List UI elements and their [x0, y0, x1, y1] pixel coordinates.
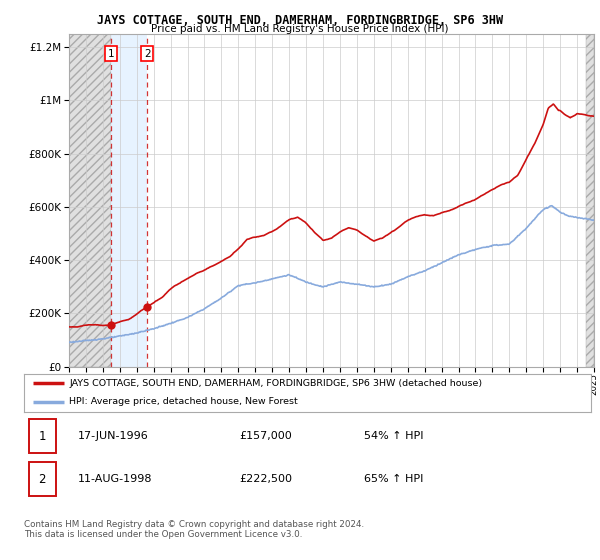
Text: 2: 2	[38, 473, 46, 486]
Text: JAYS COTTAGE, SOUTH END, DAMERHAM, FORDINGBRIDGE, SP6 3HW (detached house): JAYS COTTAGE, SOUTH END, DAMERHAM, FORDI…	[70, 379, 482, 388]
FancyBboxPatch shape	[29, 463, 56, 496]
Text: 17-JUN-1996: 17-JUN-1996	[78, 431, 149, 441]
Text: 65% ↑ HPI: 65% ↑ HPI	[364, 474, 424, 484]
Bar	[110, 34, 147, 367]
Text: Price paid vs. HM Land Registry's House Price Index (HPI): Price paid vs. HM Land Registry's House …	[151, 24, 449, 34]
Text: 2: 2	[144, 49, 151, 59]
FancyBboxPatch shape	[29, 419, 56, 453]
Bar	[69, 34, 110, 367]
Text: 1: 1	[107, 49, 114, 59]
Text: £222,500: £222,500	[239, 474, 292, 484]
Text: 11-AUG-1998: 11-AUG-1998	[78, 474, 152, 484]
Text: £157,000: £157,000	[239, 431, 292, 441]
Text: 1: 1	[38, 430, 46, 443]
Bar	[586, 34, 594, 367]
Text: 54% ↑ HPI: 54% ↑ HPI	[364, 431, 424, 441]
Text: HPI: Average price, detached house, New Forest: HPI: Average price, detached house, New …	[70, 397, 298, 406]
Text: JAYS COTTAGE, SOUTH END, DAMERHAM, FORDINGBRIDGE, SP6 3HW: JAYS COTTAGE, SOUTH END, DAMERHAM, FORDI…	[97, 14, 503, 27]
Text: Contains HM Land Registry data © Crown copyright and database right 2024.
This d: Contains HM Land Registry data © Crown c…	[24, 520, 364, 539]
